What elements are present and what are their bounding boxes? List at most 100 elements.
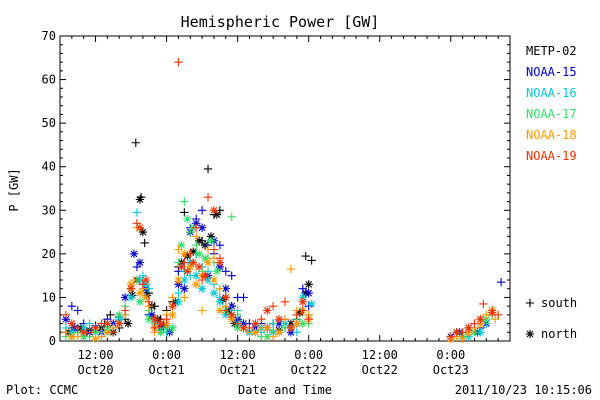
south-point [197, 275, 207, 285]
south-point [446, 332, 455, 341]
north-point [286, 323, 296, 333]
north-point [215, 306, 225, 315]
south-point [174, 245, 183, 254]
south-point [106, 310, 115, 320]
north-point [227, 315, 236, 324]
x-tick-time: 12:00 [362, 348, 398, 362]
north-point [221, 310, 230, 320]
south-point [61, 310, 71, 320]
north-point [295, 308, 305, 317]
north-point [304, 288, 313, 298]
north-point [180, 275, 189, 285]
north-point [183, 267, 192, 276]
south-point [150, 323, 159, 333]
north-point [123, 319, 133, 328]
south-point [73, 323, 82, 333]
north-point [263, 323, 272, 333]
footer-timestamp: 2011/10/23 10:15:06 [455, 383, 592, 397]
south-point [132, 219, 142, 228]
north-point [162, 319, 171, 328]
north-point [61, 315, 71, 324]
north-point [79, 332, 88, 341]
marker-legend-label: north [541, 327, 577, 341]
south-point [482, 310, 491, 320]
y-tick-label: 40 [42, 160, 56, 174]
north-point [91, 334, 100, 344]
north-point [138, 227, 148, 237]
north-point [251, 328, 260, 337]
north-point [194, 236, 204, 245]
south-point [180, 293, 189, 302]
north-point [470, 328, 479, 337]
north-point [209, 288, 219, 298]
south-point [221, 306, 230, 315]
south-point [67, 301, 77, 311]
south-point [186, 227, 195, 237]
north-point [233, 315, 242, 324]
marker-legend-label: south [541, 296, 577, 310]
north-point [525, 329, 535, 339]
north-point [488, 308, 497, 317]
north-point [476, 319, 485, 328]
y-tick-label: 70 [42, 29, 56, 43]
north-point [218, 295, 228, 304]
south-point [61, 328, 71, 337]
north-point [203, 258, 213, 267]
south-point [304, 315, 313, 324]
south-point [174, 57, 183, 67]
north-point [79, 323, 88, 333]
north-point [147, 310, 156, 320]
south-point [120, 306, 130, 315]
north-point [103, 319, 112, 328]
north-point [286, 319, 296, 328]
south-point [131, 138, 140, 147]
north-point [251, 323, 260, 333]
south-point [203, 164, 213, 174]
series-noaa-19 [61, 57, 503, 341]
south-point [168, 293, 177, 302]
north-point [67, 332, 77, 341]
north-point [67, 328, 77, 337]
x-axis: 12:00Oct200:00Oct2112:00Oct210:00Oct2212… [71, 36, 499, 377]
south-point [73, 306, 82, 315]
north-point [135, 288, 145, 298]
north-point [239, 323, 248, 333]
south-point [292, 328, 302, 337]
north-point [174, 280, 183, 289]
x-tick-day: Oct22 [362, 363, 398, 377]
north-point [197, 284, 207, 293]
x-tick-time: 12:00 [220, 348, 256, 362]
north-point [135, 195, 145, 204]
south-point [162, 315, 171, 324]
x-tick-time: 12:00 [77, 348, 113, 362]
north-point [215, 297, 225, 306]
north-point [476, 315, 485, 324]
north-point [212, 267, 222, 276]
north-point [135, 297, 145, 306]
south-point [180, 258, 189, 267]
south-point [197, 306, 207, 315]
north-point [239, 319, 248, 328]
north-point [206, 236, 216, 245]
north-point [292, 319, 302, 328]
south-point [215, 240, 225, 250]
north-point [129, 249, 139, 259]
legend-entry: NOAA-18 [526, 128, 577, 142]
north-point [227, 310, 236, 320]
legend-entry: NOAA-17 [526, 107, 577, 121]
x-tick-time: 0:00 [436, 348, 465, 362]
north-point [126, 293, 136, 302]
south-point [292, 310, 302, 320]
north-point [274, 315, 284, 324]
south-point [132, 208, 142, 217]
north-point [97, 323, 106, 333]
north-point [126, 284, 136, 293]
y-tick-label: 60 [42, 73, 56, 87]
north-point [464, 328, 473, 337]
south-point [493, 310, 503, 320]
north-point [298, 293, 307, 302]
south-point [301, 251, 310, 261]
north-point [103, 328, 112, 337]
north-point [280, 319, 290, 328]
north-point [135, 258, 145, 267]
